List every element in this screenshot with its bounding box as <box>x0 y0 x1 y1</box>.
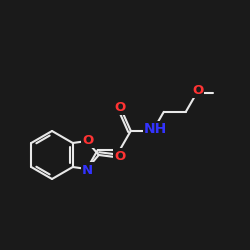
Text: N: N <box>82 164 93 176</box>
Text: O: O <box>114 150 126 162</box>
Text: O: O <box>114 102 126 114</box>
Text: NH: NH <box>144 122 168 136</box>
Text: O: O <box>82 134 94 146</box>
Text: O: O <box>192 84 203 97</box>
